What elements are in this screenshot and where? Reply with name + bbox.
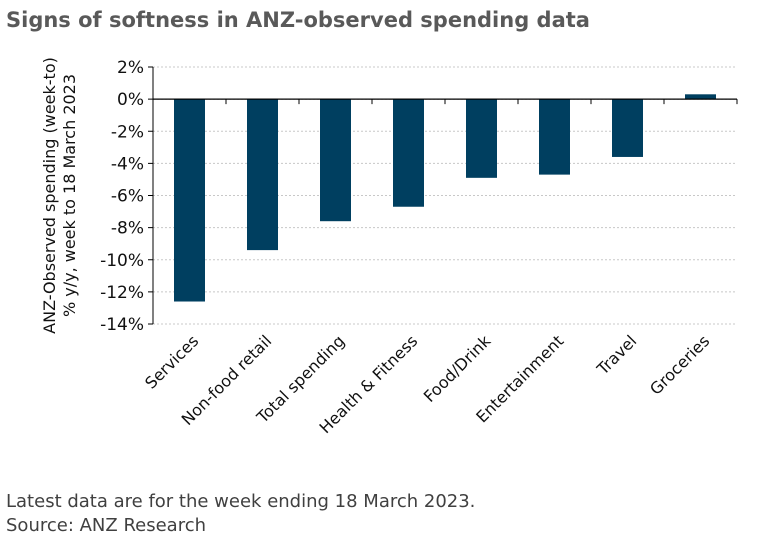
bar-entertainment	[539, 99, 570, 175]
y-tick-label: -8%	[111, 219, 144, 239]
footnote-source: Source: ANZ Research	[6, 515, 207, 536]
bar-chart: 2% 0% -2% -4% -6% -8% -10% -12% -14% ServicesNon…	[40, 57, 738, 437]
y-tick-label: 0%	[117, 90, 144, 110]
bars	[174, 94, 716, 302]
y-axis-label: ANZ-Observed spending (week-to)% y/y, we…	[40, 57, 79, 334]
y-tick-labels: 2% 0% -2% -4% -6% -8% -10% -12% -14%	[100, 58, 144, 335]
y-tick-label: -14%	[100, 315, 144, 335]
x-category-label: Food/Drink	[420, 331, 495, 406]
y-tick-label: -12%	[100, 283, 144, 303]
y-tick-label: -6%	[111, 187, 144, 207]
chart-title: Signs of softness in ANZ-observed spendi…	[6, 8, 590, 32]
y-tick-label: -4%	[111, 154, 144, 174]
x-category-label: Groceries	[646, 331, 713, 398]
y-axis-label-line: ANZ-Observed spending (week-to)	[40, 57, 59, 334]
y-tick-label: -10%	[100, 251, 144, 271]
bar-services	[174, 99, 205, 302]
bar-groceries	[685, 94, 716, 100]
y-tick-label: 2%	[117, 58, 144, 78]
footnote-latest-data: Latest data are for the week ending 18 M…	[6, 491, 476, 512]
bar-food-drink	[466, 99, 497, 178]
bar-non-food-retail	[247, 99, 278, 251]
y-axis-label-line: % y/y, week to 18 March 2023	[60, 74, 79, 317]
bar-total-spending	[320, 99, 351, 222]
axes	[148, 66, 738, 325]
gridlines	[153, 66, 737, 325]
x-category-label: Travel	[593, 331, 641, 379]
bar-travel	[612, 99, 643, 157]
y-tick-label: -2%	[111, 122, 144, 142]
bar-health-fitness	[393, 99, 424, 207]
x-category-label: Services	[141, 331, 202, 392]
